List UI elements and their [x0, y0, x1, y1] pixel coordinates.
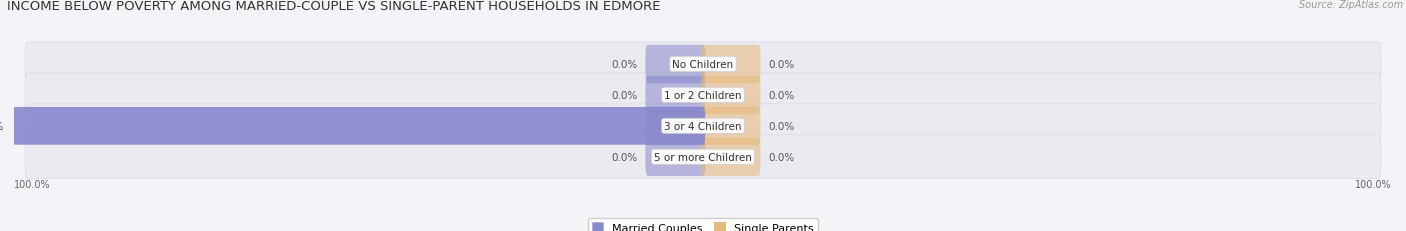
Text: 5 or more Children: 5 or more Children [654, 152, 752, 162]
FancyBboxPatch shape [25, 135, 1381, 179]
FancyBboxPatch shape [645, 76, 706, 115]
FancyBboxPatch shape [700, 76, 761, 115]
Text: 1 or 2 Children: 1 or 2 Children [664, 91, 742, 100]
Text: INCOME BELOW POVERTY AMONG MARRIED-COUPLE VS SINGLE-PARENT HOUSEHOLDS IN EDMORE: INCOME BELOW POVERTY AMONG MARRIED-COUPL… [7, 0, 661, 13]
Text: 100.0%: 100.0% [0, 121, 4, 131]
Text: 0.0%: 0.0% [769, 91, 794, 100]
Text: Source: ZipAtlas.com: Source: ZipAtlas.com [1299, 0, 1403, 10]
Text: 0.0%: 0.0% [769, 121, 794, 131]
FancyBboxPatch shape [25, 74, 1381, 117]
Text: No Children: No Children [672, 60, 734, 70]
Text: 0.0%: 0.0% [612, 60, 637, 70]
Text: 3 or 4 Children: 3 or 4 Children [664, 121, 742, 131]
FancyBboxPatch shape [700, 107, 761, 145]
Text: 0.0%: 0.0% [612, 152, 637, 162]
FancyBboxPatch shape [700, 138, 761, 176]
FancyBboxPatch shape [700, 46, 761, 84]
FancyBboxPatch shape [645, 107, 706, 145]
Text: 0.0%: 0.0% [769, 60, 794, 70]
FancyBboxPatch shape [25, 43, 1381, 87]
FancyBboxPatch shape [645, 138, 706, 176]
FancyBboxPatch shape [25, 104, 1381, 148]
FancyBboxPatch shape [645, 46, 706, 84]
Text: 0.0%: 0.0% [612, 91, 637, 100]
Text: 100.0%: 100.0% [14, 179, 51, 189]
Text: 100.0%: 100.0% [1355, 179, 1392, 189]
Legend: Married Couples, Single Parents: Married Couples, Single Parents [588, 218, 818, 231]
Text: 0.0%: 0.0% [769, 152, 794, 162]
FancyBboxPatch shape [13, 107, 704, 145]
